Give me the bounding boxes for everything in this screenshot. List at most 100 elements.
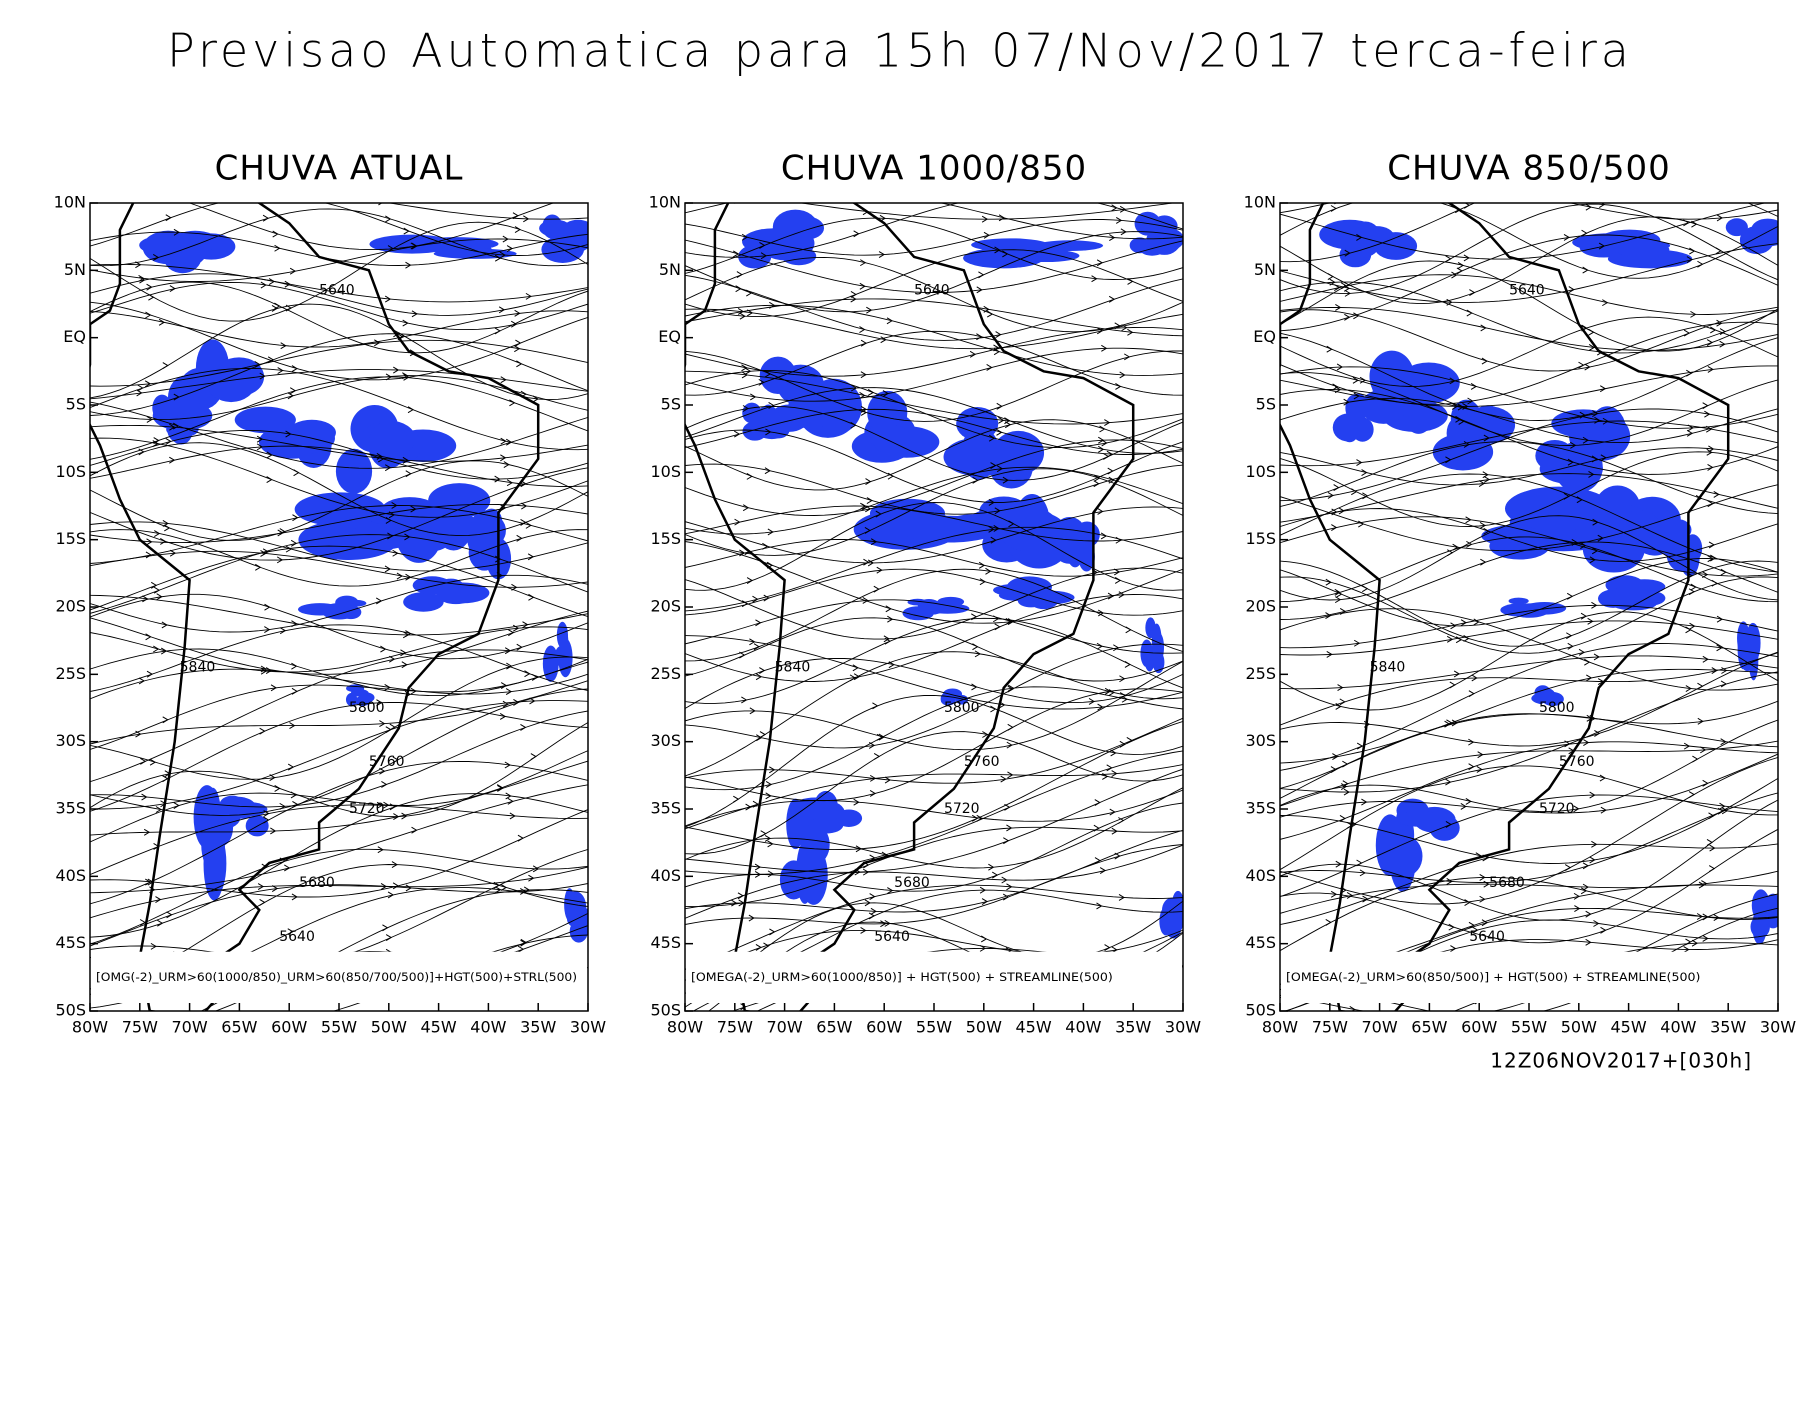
streamline [1280, 203, 1778, 263]
stream-arrow [1721, 807, 1729, 815]
stream-arrow [1006, 741, 1013, 749]
stream-arrow [156, 593, 163, 601]
stream-arrow [1483, 434, 1490, 442]
stream-arrow [1358, 520, 1365, 528]
rain-area [539, 219, 572, 237]
lon-label: 75W [122, 1018, 158, 1037]
stream-arrow [1479, 522, 1487, 529]
stream-arrow [988, 525, 995, 533]
stream-arrow [768, 402, 775, 409]
stream-arrow [1103, 453, 1110, 460]
stream-arrow [169, 423, 176, 431]
stream-arrow [1582, 862, 1590, 870]
stream-arrow [850, 421, 857, 429]
stream-arrow [402, 456, 409, 464]
stream-arrow [1349, 1006, 1356, 1011]
stream-arrow [1353, 639, 1361, 647]
stream-arrow [1335, 304, 1342, 311]
stream-arrow [739, 312, 746, 320]
streamline [90, 529, 588, 587]
stream-arrow [1564, 864, 1572, 872]
stream-arrow [1690, 310, 1697, 318]
stream-arrow [1688, 588, 1695, 596]
lon-label: 65W [816, 1018, 852, 1037]
stream-arrow [880, 336, 887, 344]
streamline [685, 657, 1183, 709]
stream-arrow [1450, 945, 1457, 952]
stream-arrow [765, 781, 773, 788]
stream-arrow [1098, 445, 1105, 453]
stream-arrow [1483, 476, 1491, 483]
stream-arrow [1465, 516, 1472, 524]
stream-arrow [1353, 392, 1360, 400]
streamline [1280, 203, 1778, 220]
stream-arrow [255, 563, 262, 571]
stream-arrow [990, 536, 997, 544]
streamline [90, 656, 588, 780]
stream-arrow [1466, 309, 1473, 317]
stream-arrow [741, 696, 748, 704]
stream-arrow [146, 283, 153, 291]
stream-arrow [876, 733, 883, 741]
stream-arrow [1708, 812, 1715, 820]
stream-arrow [1119, 692, 1127, 699]
lat-label: 45S [1245, 933, 1276, 952]
stream-arrow [173, 228, 180, 236]
stream-arrow [1344, 249, 1351, 257]
stream-arrow [971, 683, 978, 691]
contour-label: 5680 [1489, 875, 1525, 891]
stream-arrow [1352, 376, 1359, 384]
streamline [1280, 447, 1778, 486]
map-content: 5640 5840 5800 5760 5720 5680 5640 [90, 203, 588, 1011]
lat-label: EQ [63, 327, 86, 346]
stream-arrow [863, 558, 870, 566]
stream-arrow [1125, 626, 1132, 634]
streamline [90, 534, 588, 614]
stream-arrow [1353, 312, 1360, 320]
stream-arrow [1118, 591, 1125, 599]
rain-area [345, 692, 358, 707]
stream-arrow [887, 472, 894, 480]
map-panel: CHUVA 850/500564058405800576057205680564… [1244, 149, 1797, 1037]
contour-label: 5760 [1559, 754, 1595, 770]
stream-arrow [875, 510, 882, 518]
stream-arrow [404, 533, 411, 541]
streamline [90, 680, 588, 745]
stream-arrow [969, 350, 977, 358]
stream-arrow [1563, 492, 1570, 500]
stream-arrow [1707, 365, 1714, 373]
stream-arrow [1706, 448, 1713, 456]
streamline [1280, 655, 1778, 690]
stream-arrow [266, 451, 273, 459]
stream-arrow [1704, 410, 1711, 418]
stream-arrow [1121, 695, 1128, 703]
lon-label: 35W [1115, 1018, 1151, 1037]
lon-label: 70W [172, 1018, 208, 1037]
stream-arrow [1109, 808, 1116, 816]
stream-arrow [150, 942, 157, 950]
stream-arrow [266, 476, 273, 484]
stream-arrow [1114, 852, 1121, 860]
stream-arrow [764, 467, 771, 475]
stream-arrow [988, 499, 995, 506]
rain-area [1036, 240, 1104, 252]
stream-arrow [1007, 771, 1014, 779]
stream-arrow [769, 766, 776, 774]
stream-arrow [1361, 469, 1368, 476]
stream-arrow [1576, 496, 1583, 504]
stream-arrow [853, 673, 861, 681]
stream-arrow [862, 597, 869, 604]
lon-label: 80W [1262, 1018, 1298, 1037]
stream-arrow [1326, 345, 1333, 353]
stream-arrow [1585, 910, 1592, 918]
stream-arrow [1325, 578, 1332, 586]
rain-area [808, 816, 844, 834]
stream-arrow [1000, 775, 1007, 783]
legend-box [686, 951, 1182, 1003]
stream-arrow [1359, 869, 1366, 877]
streamline [1280, 778, 1778, 864]
stream-arrow [494, 327, 501, 335]
stream-arrow [382, 924, 389, 932]
stream-arrow [1356, 742, 1364, 750]
stream-arrow [1709, 844, 1716, 852]
